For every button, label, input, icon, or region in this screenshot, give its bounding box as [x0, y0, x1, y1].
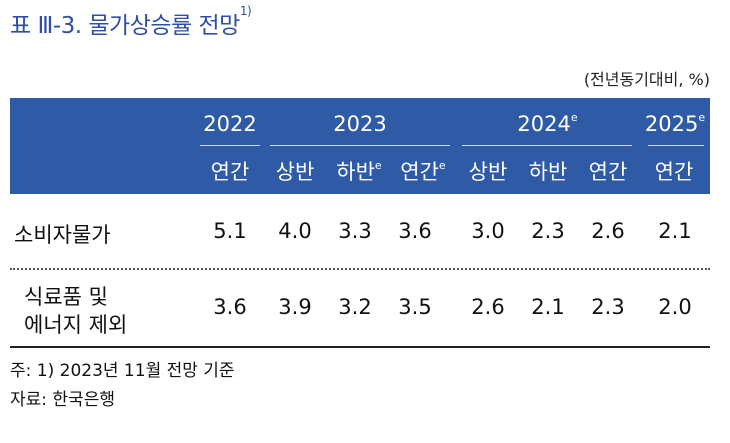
table-cell: 3.5	[398, 295, 432, 319]
table-title-text: 표 Ⅲ-3. 물가상승률 전망	[10, 13, 240, 39]
table-header: 2022 2023 2024e 2025e 연간 상반 하반e 연간e 상반 하…	[10, 98, 710, 194]
table-cell: 3.0	[471, 219, 505, 243]
table-cell: 2.1	[658, 219, 692, 243]
row-label-core-line1: 식료품 및	[24, 285, 108, 309]
header-year-2023: 2023	[333, 112, 387, 136]
table-cell: 4.0	[278, 219, 312, 243]
table-cell: 2.0	[658, 295, 692, 319]
header-divider	[270, 145, 450, 146]
row-label-cpi: 소비자물가	[14, 223, 111, 247]
header-year-2024: 2024e	[517, 111, 578, 136]
header-sub-2023-h2: 하반e	[336, 159, 382, 184]
footnote: 주: 1) 2023년 11월 전망 기준	[10, 361, 235, 381]
table-cell: 5.1	[213, 219, 247, 243]
header-sub-2022-annual: 연간	[210, 160, 250, 184]
table-cell: 2.6	[591, 219, 625, 243]
table-title: 표 Ⅲ-3. 물가상승률 전망1)	[10, 4, 252, 40]
header-divider	[462, 145, 632, 146]
table-cell: 3.6	[398, 219, 432, 243]
table-cell: 3.6	[213, 295, 247, 319]
table-cell: 2.3	[531, 219, 565, 243]
header-sub-2023-h1: 상반	[275, 160, 315, 184]
table-cell: 2.3	[591, 295, 625, 319]
header-year-2025: 2025e	[644, 111, 706, 136]
header-year-2022: 2022	[203, 112, 257, 136]
table-bottom-rule	[10, 346, 710, 348]
row-label-core-line2: 에너지 제외	[24, 313, 128, 337]
source-note: 자료: 한국은행	[10, 390, 115, 410]
header-sub-2024-annual: 연간	[588, 160, 628, 184]
unit-label: (전년동기대비, %)	[583, 70, 710, 89]
row-divider	[10, 268, 710, 270]
header-divider	[200, 145, 260, 146]
header-divider	[648, 145, 704, 146]
table-cell: 2.6	[471, 295, 505, 319]
table-cell: 3.3	[338, 219, 372, 243]
table-cell: 3.9	[278, 295, 312, 319]
header-sub-2024-h2: 하반	[528, 160, 568, 184]
table-cell: 2.1	[531, 295, 565, 319]
title-footnote-mark: 1)	[239, 4, 252, 18]
header-sub-2024-h1: 상반	[468, 160, 508, 184]
table-cell: 3.2	[338, 295, 372, 319]
header-sub-2023-annual: 연간e	[400, 159, 446, 184]
header-sub-2025-annual: 연간	[654, 160, 694, 184]
